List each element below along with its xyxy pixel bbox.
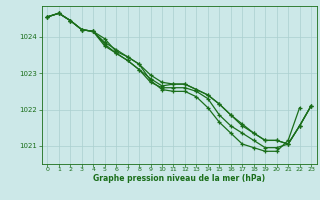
X-axis label: Graphe pression niveau de la mer (hPa): Graphe pression niveau de la mer (hPa) xyxy=(93,174,265,183)
